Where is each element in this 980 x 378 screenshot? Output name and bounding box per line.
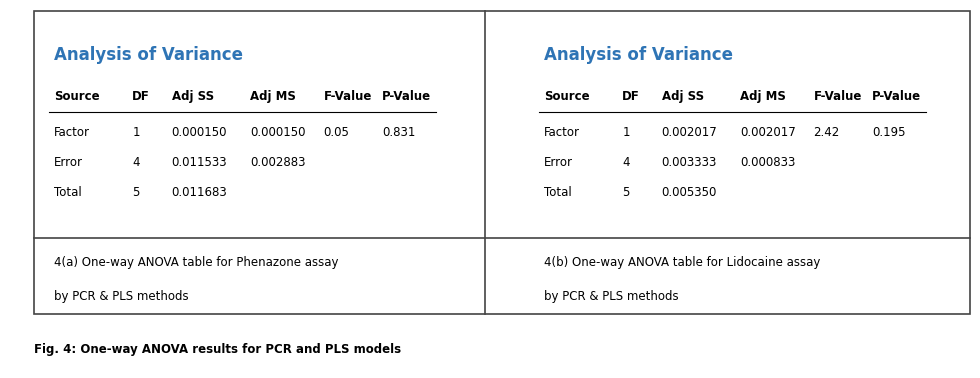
Text: Analysis of Variance: Analysis of Variance xyxy=(544,46,733,64)
Text: 5: 5 xyxy=(622,186,630,199)
Text: 4(b) One-way ANOVA table for Lidocaine assay: 4(b) One-way ANOVA table for Lidocaine a… xyxy=(544,256,820,269)
Text: P-Value: P-Value xyxy=(872,90,921,103)
Text: 1: 1 xyxy=(132,126,140,139)
Text: Source: Source xyxy=(54,90,100,103)
Text: Adj SS: Adj SS xyxy=(172,90,214,103)
Text: 0.000150: 0.000150 xyxy=(172,126,227,139)
Text: 0.002883: 0.002883 xyxy=(250,156,306,169)
Bar xyxy=(34,11,970,314)
Text: by PCR & PLS methods: by PCR & PLS methods xyxy=(544,290,678,303)
Text: by PCR & PLS methods: by PCR & PLS methods xyxy=(54,290,188,303)
Text: 0.831: 0.831 xyxy=(382,126,416,139)
Text: Adj MS: Adj MS xyxy=(250,90,296,103)
Text: Adj SS: Adj SS xyxy=(662,90,704,103)
Text: 0.000833: 0.000833 xyxy=(740,156,796,169)
Text: DF: DF xyxy=(132,90,150,103)
Text: Source: Source xyxy=(544,90,590,103)
Text: Error: Error xyxy=(544,156,573,169)
Text: Total: Total xyxy=(54,186,81,199)
Text: 0.002017: 0.002017 xyxy=(740,126,796,139)
Text: F-Value: F-Value xyxy=(323,90,371,103)
Text: 0.005350: 0.005350 xyxy=(662,186,717,199)
Text: 1: 1 xyxy=(622,126,630,139)
Text: Fig. 4: One-way ANOVA results for PCR and PLS models: Fig. 4: One-way ANOVA results for PCR an… xyxy=(34,343,402,356)
Text: P-Value: P-Value xyxy=(382,90,431,103)
Text: Total: Total xyxy=(544,186,571,199)
Text: DF: DF xyxy=(622,90,640,103)
Text: 0.002017: 0.002017 xyxy=(662,126,717,139)
Text: 4: 4 xyxy=(622,156,630,169)
Text: 0.000150: 0.000150 xyxy=(250,126,306,139)
Text: 4: 4 xyxy=(132,156,140,169)
Text: 5: 5 xyxy=(132,186,140,199)
Text: 4(a) One-way ANOVA table for Phenazone assay: 4(a) One-way ANOVA table for Phenazone a… xyxy=(54,256,338,269)
Text: 0.011533: 0.011533 xyxy=(172,156,227,169)
Text: 0.195: 0.195 xyxy=(872,126,906,139)
Text: Analysis of Variance: Analysis of Variance xyxy=(54,46,243,64)
Text: Factor: Factor xyxy=(54,126,90,139)
Text: Error: Error xyxy=(54,156,83,169)
Text: F-Value: F-Value xyxy=(813,90,861,103)
Text: Adj MS: Adj MS xyxy=(740,90,786,103)
Text: 0.05: 0.05 xyxy=(323,126,349,139)
Text: Factor: Factor xyxy=(544,126,580,139)
Text: 0.003333: 0.003333 xyxy=(662,156,717,169)
Text: 0.011683: 0.011683 xyxy=(172,186,227,199)
Text: 2.42: 2.42 xyxy=(813,126,840,139)
